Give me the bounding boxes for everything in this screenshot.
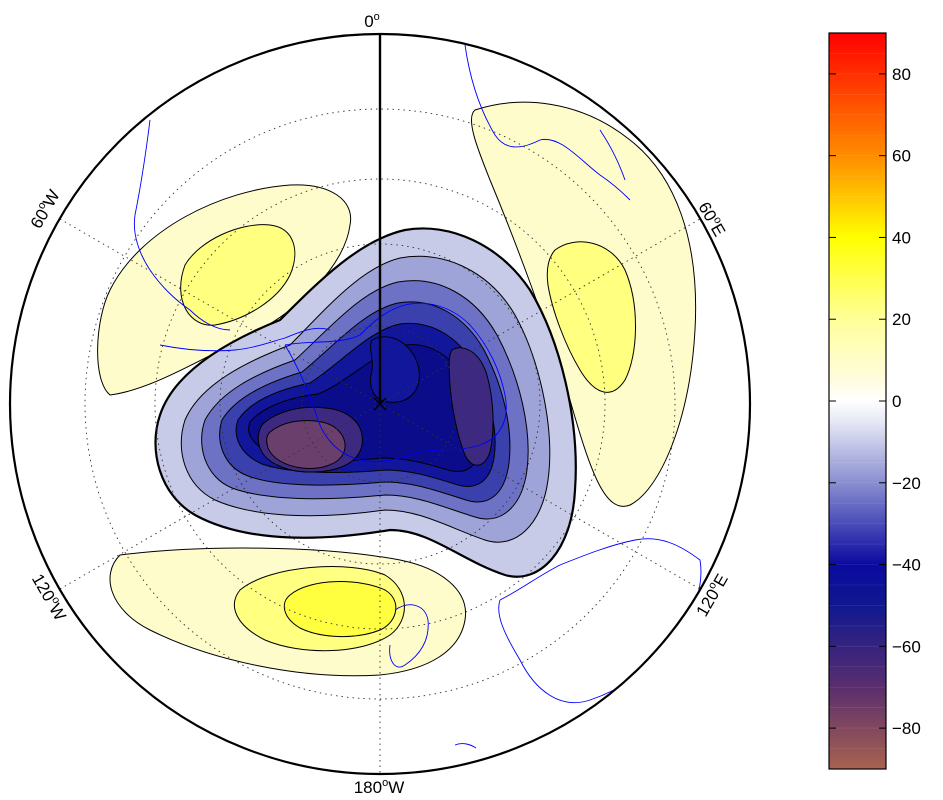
colorbar: 80 60 40 20 0 −20 −40 −60 −80 [828, 32, 921, 770]
contour-negative-8 [266, 419, 346, 469]
latitude-circle-1 [301, 325, 459, 483]
contour-negative-east-lobe [448, 347, 494, 466]
map-boundary [8, 32, 752, 776]
coastline-antarctic-peninsula [159, 327, 331, 352]
colorbar-ramp [829, 33, 886, 769]
colorbar-tick-label: −20 [892, 474, 921, 493]
coastline-madagascar [599, 129, 626, 181]
colorbar-ticks: 80 60 40 20 0 −20 −40 −60 −80 [829, 65, 921, 738]
coastline-africa [464, 44, 631, 201]
coastline-antarctica [284, 302, 507, 463]
pole-marker [373, 397, 387, 411]
colorbar-tick-label: −60 [892, 637, 921, 656]
colorbar-tick-label: 0 [892, 392, 901, 411]
colorbar-tick-label: −80 [892, 719, 921, 738]
colorbar-tick-label: 20 [892, 310, 911, 329]
latitude-circle-4 [84, 108, 676, 700]
contour-positive-west-inner [180, 224, 296, 326]
coastline-south-america [133, 119, 231, 331]
contour-positive-east-inner [546, 241, 636, 393]
colorbar-bands [829, 53, 886, 749]
coastline-tasmania [454, 743, 477, 749]
lon-label-120w: 120oW [28, 570, 71, 624]
lon-label-180w: 180oW [354, 777, 405, 797]
colorbar-tick-label: 40 [892, 228, 911, 247]
colorbar-tick-label: 60 [892, 147, 911, 166]
lon-label-0: 0o [364, 11, 380, 31]
contour-positive-south-core [283, 581, 397, 637]
coastline-new-zealand [389, 604, 429, 668]
contour-negative-pole-hole [370, 336, 420, 403]
coastlines [133, 44, 702, 749]
colorbar-tick-label: 80 [892, 65, 911, 84]
colorbar-tick-label: −40 [892, 556, 921, 575]
